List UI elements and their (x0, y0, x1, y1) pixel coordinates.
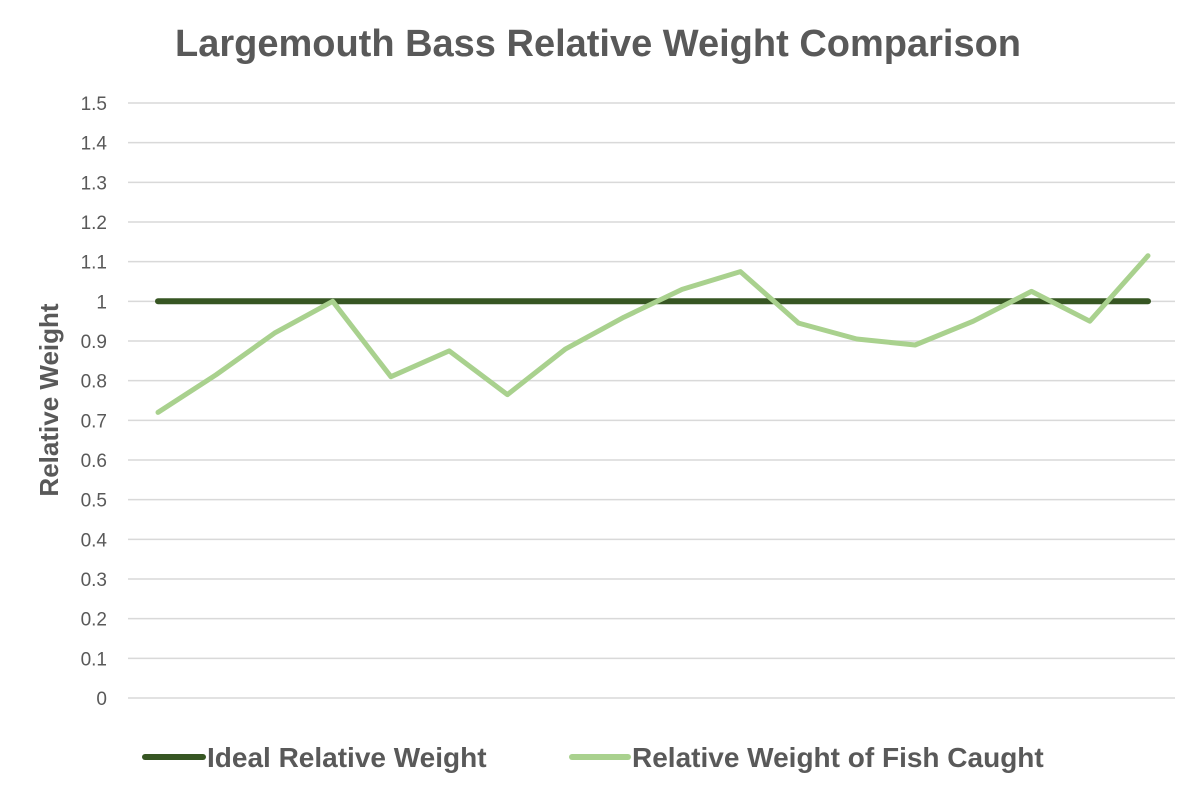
y-tick-label: 0.8 (81, 372, 107, 393)
y-tick-label: 1.2 (81, 213, 107, 234)
y-tick-label: 1 (96, 292, 107, 313)
y-tick-label: 0.6 (81, 451, 107, 472)
y-tick-label: 0 (96, 689, 107, 710)
y-tick-label: 0.7 (81, 411, 107, 432)
y-tick-label: 1.4 (81, 134, 108, 155)
chart-title: Largemouth Bass Relative Weight Comparis… (175, 23, 1021, 65)
legend-label: Relative Weight of Fish Caught (632, 742, 1044, 773)
y-axis-ticks: 0 0.1 0.2 0.3 0.4 0.5 0.6 0.7 0.8 0.9 1 1.1 1.2 1.3 1.… (81, 94, 108, 710)
gridlines (128, 102, 1175, 699)
y-tick-label: 1.1 (81, 253, 107, 274)
y-tick-label: 0.9 (81, 332, 107, 353)
series-lines (155, 253, 1151, 415)
y-axis-label: Relative Weight (34, 303, 64, 496)
y-tick-label: 0.4 (81, 530, 108, 551)
y-tick-label: 1.3 (81, 173, 107, 194)
y-tick-label: 0.3 (81, 570, 107, 591)
series-line-relative-weight-fish-caught (155, 253, 1151, 415)
legend-label: Ideal Relative Weight (207, 742, 487, 773)
y-tick-label: 0.1 (81, 649, 107, 670)
y-tick-label: 1.5 (81, 94, 107, 115)
legend-item: Ideal Relative Weight (142, 742, 487, 773)
y-tick-label: 0.5 (81, 491, 107, 512)
legend-item: Relative Weight of Fish Caught (569, 742, 1044, 773)
legend: Ideal Relative Weight Relative Weight of … (142, 742, 1044, 773)
y-tick-label: 0.2 (81, 610, 107, 631)
